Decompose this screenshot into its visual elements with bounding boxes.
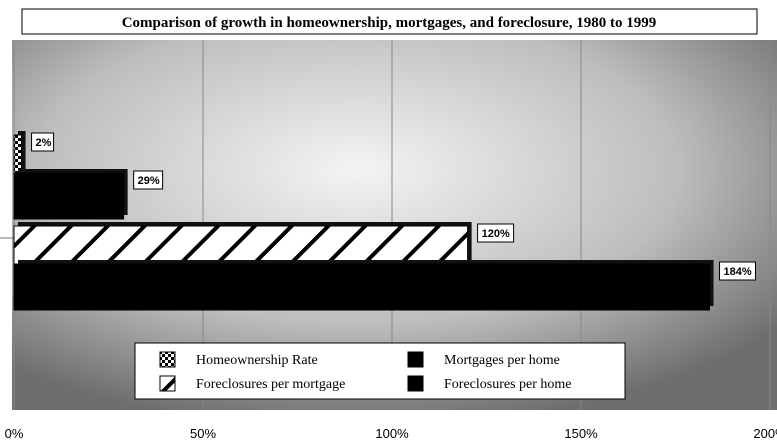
title-box <box>21 8 758 35</box>
value-label: 2% <box>36 137 52 149</box>
legend-swatch <box>407 375 424 392</box>
value-label-box <box>133 170 164 190</box>
chart-title: Comparison of growth in homeownership, m… <box>122 15 657 31</box>
legend-label: Homeownership Rate <box>196 353 318 368</box>
legend-label: Mortgages per home <box>444 353 560 368</box>
bar <box>13 172 125 220</box>
x-tick-label: 100% <box>375 426 409 441</box>
x-tick-label: 150% <box>564 426 598 441</box>
value-label-box <box>31 132 55 152</box>
bar <box>13 263 711 311</box>
legend-label: Foreclosures per home <box>444 377 572 392</box>
value-label: 120% <box>482 228 510 240</box>
value-label-box <box>719 261 757 281</box>
value-label: 184% <box>724 266 752 278</box>
x-tick-label: 50% <box>190 426 216 441</box>
x-tick-label: 200% <box>753 426 777 441</box>
value-label-box <box>477 223 515 243</box>
legend-swatch <box>159 375 176 392</box>
legend-label: Foreclosures per mortgage <box>196 377 345 392</box>
legend-swatch <box>407 351 424 368</box>
x-tick-label: 0% <box>5 426 24 441</box>
legend-box <box>134 342 626 400</box>
value-label: 29% <box>138 175 160 187</box>
legend-swatch <box>159 351 176 368</box>
